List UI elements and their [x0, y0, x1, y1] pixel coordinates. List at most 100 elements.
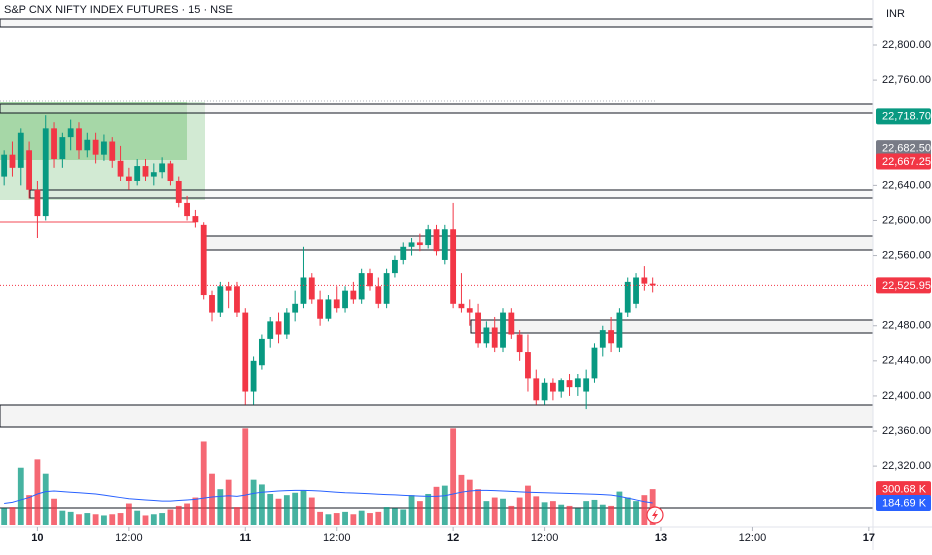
candle-body [616, 312, 623, 348]
volume-bar [242, 428, 249, 525]
candle-body [192, 216, 199, 223]
candle-body [150, 172, 157, 177]
candle-body [508, 312, 515, 335]
candle-body [134, 166, 141, 181]
candle-body [641, 277, 648, 284]
volume-ma-line [4, 489, 653, 505]
volume-bar [26, 495, 33, 525]
candle-body [242, 312, 249, 392]
candle-body [1, 154, 8, 177]
candle-body [292, 303, 299, 313]
volume-bar [92, 514, 99, 525]
volume-bar [375, 511, 382, 525]
y-tick-label: 22,320.00 [882, 460, 931, 472]
volume-bar [392, 508, 398, 525]
candle-body [184, 202, 190, 217]
volume-bar [491, 497, 498, 525]
candle-body [458, 303, 465, 309]
candle-body [591, 347, 598, 379]
x-tick-label: 11 [239, 532, 251, 544]
volume-bar [84, 513, 91, 525]
candle-body [649, 283, 656, 286]
volume-bar [599, 504, 606, 525]
candle-layer [0, 115, 873, 410]
volume-bar [342, 511, 348, 525]
volume-bar [475, 489, 481, 525]
volume-bar [400, 509, 407, 525]
y-tick-label: 22,400.00 [882, 390, 931, 402]
volume-bar [258, 484, 265, 525]
volume-bar [425, 493, 432, 525]
zone [29, 189, 874, 199]
candle-body [525, 352, 531, 379]
volume-bar [641, 495, 648, 525]
replay-icon[interactable] [646, 506, 664, 524]
volume-bar [358, 510, 365, 525]
volume-bar [292, 492, 299, 525]
candle-body [34, 189, 41, 217]
drawings [0, 18, 874, 509]
volume-bar [283, 495, 290, 525]
candle-body [608, 330, 615, 344]
volume-bar [209, 473, 215, 525]
price-tag-label: 22,718.70 [882, 111, 931, 123]
candle-body [92, 139, 99, 155]
y-tick-label: 22,560.00 [882, 249, 931, 261]
zone [204, 235, 874, 251]
replay-icon-bolt[interactable] [652, 509, 658, 521]
y-tick-label: 22,440.00 [882, 355, 931, 367]
volume-bar [441, 485, 448, 525]
price-tag-label: 184.69 K [882, 497, 927, 509]
candle-body [624, 281, 631, 313]
volume-bar [300, 490, 307, 525]
volume-bar [225, 479, 232, 525]
y-tick-label: 22,600.00 [882, 214, 931, 226]
price-tag-label: 22,525.95 [882, 280, 931, 292]
candle-body [234, 286, 240, 313]
volume-bar [466, 479, 473, 525]
candle-body [583, 378, 590, 392]
candle-body [541, 382, 548, 401]
candle-body [466, 308, 473, 313]
volume-bar [508, 505, 515, 525]
y-tick-label: 22,800.00 [882, 39, 931, 51]
zone [0, 404, 874, 428]
candle-body [433, 229, 440, 252]
candle-body [350, 290, 357, 300]
volume-bar [234, 507, 240, 525]
zone [0, 18, 874, 28]
volume-bar [167, 509, 174, 525]
volume-bar [533, 496, 540, 525]
candle-body [308, 277, 315, 300]
volume-bar [217, 489, 224, 525]
candle-body [217, 286, 224, 313]
candle-body [117, 160, 124, 177]
volume-bar [416, 501, 423, 525]
candle-body [84, 139, 91, 151]
candle-body [42, 128, 49, 217]
candle-body [491, 327, 498, 348]
volume-bar [150, 514, 157, 525]
candle-body [375, 286, 382, 304]
volume-bar [350, 514, 357, 525]
volume-bar [500, 498, 506, 525]
candle-body [76, 128, 82, 151]
x-tick-label: 13 [655, 532, 667, 544]
candle-body [533, 378, 540, 401]
volume-bar [34, 459, 41, 525]
candle-body [258, 338, 265, 366]
candle-body [358, 273, 365, 300]
volume-bar [117, 513, 124, 525]
candle-body [250, 360, 257, 392]
volume-bar [450, 428, 457, 525]
candle-body [400, 246, 407, 260]
volume-bar [275, 498, 282, 525]
volume-bar [267, 493, 274, 525]
volume-bar [608, 505, 615, 525]
y-tick-label: 22,640.00 [882, 179, 931, 191]
candle-body [283, 312, 290, 335]
x-tick-label: 10 [31, 532, 43, 544]
y-tick-label: 22,480.00 [882, 320, 931, 332]
volume-bar [192, 497, 199, 525]
